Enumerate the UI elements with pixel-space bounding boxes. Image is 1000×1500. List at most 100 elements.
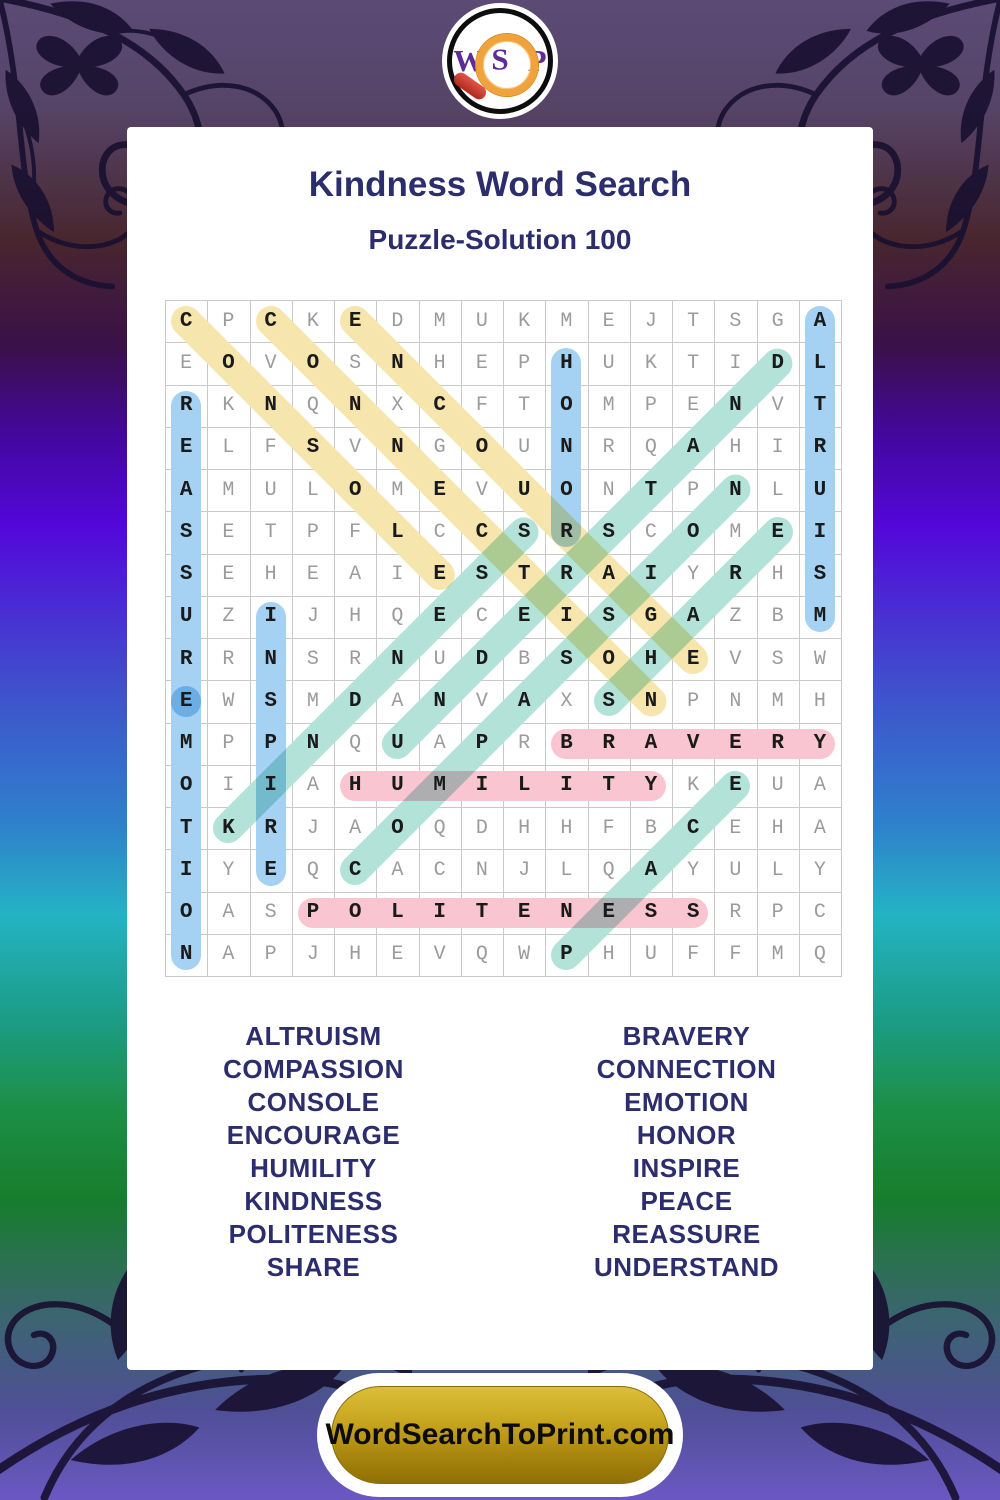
- grid-letter: M: [771, 689, 784, 713]
- grid-letter: P: [264, 943, 277, 967]
- grid-letter: S: [644, 901, 658, 925]
- grid-letter: E: [686, 647, 700, 671]
- website-button-label: WordSearchToPrint.com: [325, 1418, 675, 1451]
- highlight-humility: [340, 770, 666, 801]
- grid-letter: D: [475, 647, 489, 671]
- grid-letter: J: [518, 858, 531, 882]
- grid-letter: T: [644, 478, 658, 502]
- grid-letter: O: [560, 394, 573, 418]
- highlight-politeness: [297, 897, 709, 928]
- grid-cell-bg: [715, 681, 758, 724]
- grid-letter: E: [391, 943, 404, 967]
- grid-cell-bg: [588, 385, 631, 428]
- grid-cell-bg: [630, 934, 673, 977]
- grid-letter: M: [560, 309, 573, 333]
- grid-letter: C: [475, 520, 489, 544]
- grid-letter: U: [391, 774, 404, 798]
- grid-letter: T: [687, 309, 700, 333]
- grid-letter: E: [517, 605, 531, 629]
- grid-cell-bg: [250, 934, 293, 977]
- grid-letter: S: [729, 309, 742, 333]
- grid-cell-bg: [799, 892, 842, 935]
- grid-letter: T: [687, 351, 700, 375]
- grid-letter: I: [729, 351, 742, 375]
- grid-letter: H: [349, 943, 362, 967]
- grid-letter: E: [475, 351, 488, 375]
- grid-cell-bg: [799, 850, 842, 893]
- grid-letter: Q: [349, 732, 362, 756]
- grid-cell-bg: [504, 808, 547, 851]
- grid-letter: Q: [306, 858, 319, 882]
- grid-cell-bg: [335, 596, 378, 639]
- grid-cell-bg: [673, 301, 716, 344]
- puzzle-card: Kindness Word Search Puzzle-Solution 100…: [127, 127, 873, 1370]
- grid-letter: R: [729, 563, 742, 587]
- grid-letter: Q: [602, 858, 615, 882]
- grid-letter: L: [391, 901, 404, 925]
- grid-letter: D: [475, 816, 488, 840]
- word-list-item: PEACE: [640, 1186, 733, 1216]
- grid-letter: B: [518, 647, 531, 671]
- grid-letter: I: [813, 520, 827, 544]
- grid-letter: A: [602, 563, 615, 587]
- grid-letter: J: [644, 309, 657, 333]
- grid-cell-bg: [757, 681, 800, 724]
- grid-letter: V: [729, 647, 742, 671]
- grid-letter: M: [306, 689, 319, 713]
- grid-cell-bg: [799, 808, 842, 851]
- grid-letter: T: [518, 394, 531, 418]
- grid-letter: S: [306, 647, 319, 671]
- grid-letter: H: [602, 943, 615, 967]
- grid-letter: V: [771, 394, 784, 418]
- grid-letter: F: [729, 943, 742, 967]
- grid-letter: A: [433, 732, 446, 756]
- grid-letter: E: [222, 563, 235, 587]
- word-list-item: POLITENESS: [228, 1219, 399, 1249]
- grid-letter: H: [813, 689, 826, 713]
- grid-letter: E: [729, 816, 742, 840]
- grid-letter: G: [771, 309, 784, 333]
- grid-cell-bg: [208, 512, 251, 555]
- grid-letter: N: [391, 351, 404, 375]
- grid-letter: R: [813, 436, 827, 460]
- grid-letter: B: [644, 816, 657, 840]
- grid-letter: S: [179, 563, 193, 587]
- grid-letter: A: [222, 943, 235, 967]
- grid-letter: U: [644, 943, 657, 967]
- grid-cell-bg: [461, 301, 504, 344]
- grid-letter: O: [348, 478, 362, 502]
- grid-letter: Y: [687, 563, 700, 587]
- grid-cell-bg: [208, 723, 251, 766]
- grid-cell-bg: [673, 343, 716, 386]
- grid-letter: T: [602, 774, 615, 798]
- grid-letter: S: [349, 351, 362, 375]
- grid-letter: E: [433, 563, 446, 587]
- grid-letter: L: [222, 436, 235, 460]
- grid-letter: E: [517, 901, 531, 925]
- grid-letter: D: [391, 309, 404, 333]
- grid-letter: R: [222, 647, 235, 671]
- grid-letter: S: [517, 520, 531, 544]
- grid-letter: C: [433, 858, 446, 882]
- grid-letter: V: [475, 478, 488, 502]
- grid-letter: E: [179, 436, 193, 460]
- grid-letter: K: [222, 816, 235, 840]
- grid-cell-bg: [419, 934, 462, 977]
- word-list-item: REASSURE: [612, 1219, 761, 1249]
- grid-letter: U: [179, 605, 193, 629]
- grid-letter: H: [560, 351, 573, 375]
- website-button[interactable]: WordSearchToPrint.com: [326, 1386, 674, 1484]
- grid-letter: T: [475, 901, 489, 925]
- grid-letter: Q: [391, 605, 404, 629]
- grid-cell-bg: [757, 427, 800, 470]
- grid-letter: U: [517, 478, 531, 502]
- grid-cell-bg: [292, 554, 335, 597]
- grid-letter: N: [391, 647, 404, 671]
- grid-letter: O: [560, 478, 573, 502]
- grid-letter: W: [813, 647, 826, 671]
- grid-cell-bg: [588, 808, 631, 851]
- word-list-item: ALTRUISM: [245, 1021, 382, 1051]
- grid-letter: A: [686, 605, 700, 629]
- grid-cell-bg: [504, 301, 547, 344]
- grid-letter: Y: [813, 732, 827, 756]
